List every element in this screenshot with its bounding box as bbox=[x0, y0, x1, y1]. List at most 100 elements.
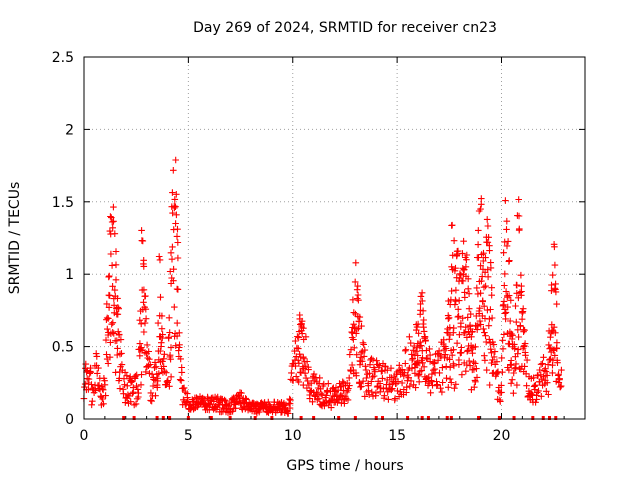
data-point bbox=[176, 341, 183, 349]
data-point bbox=[521, 326, 528, 334]
data-point bbox=[114, 345, 121, 352]
data-point bbox=[515, 333, 522, 341]
data-point bbox=[171, 204, 178, 212]
data-point bbox=[514, 346, 522, 353]
data-point bbox=[156, 256, 164, 264]
data-point bbox=[345, 385, 352, 392]
data-point bbox=[488, 314, 496, 322]
data-point bbox=[222, 397, 229, 405]
data-point bbox=[543, 372, 551, 379]
data-point bbox=[532, 399, 539, 406]
data-point bbox=[511, 345, 518, 352]
data-point bbox=[88, 401, 95, 409]
data-point bbox=[339, 378, 346, 386]
data-point bbox=[142, 292, 149, 300]
data-point bbox=[173, 233, 181, 240]
data-point bbox=[481, 329, 488, 336]
data-point bbox=[550, 323, 558, 331]
data-point bbox=[145, 348, 152, 355]
data-point bbox=[431, 358, 438, 366]
data-point bbox=[445, 314, 453, 322]
data-point bbox=[315, 395, 323, 402]
data-point bbox=[344, 396, 352, 404]
data-point bbox=[300, 381, 307, 389]
data-point bbox=[480, 302, 488, 310]
data-point bbox=[385, 381, 393, 388]
data-point bbox=[503, 226, 510, 233]
data-point bbox=[546, 345, 553, 352]
data-point bbox=[530, 374, 537, 382]
data-point bbox=[555, 379, 563, 386]
data-point bbox=[537, 361, 545, 368]
data-point bbox=[147, 361, 154, 368]
data-point bbox=[433, 382, 440, 389]
data-point bbox=[106, 292, 113, 299]
data-point bbox=[502, 309, 510, 316]
data-point bbox=[551, 352, 559, 359]
data-point bbox=[453, 339, 461, 347]
data-point bbox=[115, 331, 123, 338]
data-point bbox=[503, 242, 511, 250]
data-point bbox=[551, 243, 558, 251]
data-point bbox=[557, 382, 565, 390]
data-point bbox=[329, 392, 337, 400]
data-point bbox=[477, 262, 484, 269]
data-point bbox=[221, 396, 228, 404]
data-point bbox=[162, 369, 170, 376]
data-point bbox=[510, 389, 517, 397]
data-point bbox=[437, 384, 444, 392]
data-point bbox=[358, 383, 365, 390]
data-point bbox=[482, 332, 489, 339]
data-point bbox=[175, 347, 182, 354]
data-point bbox=[485, 234, 492, 241]
data-point bbox=[508, 361, 515, 369]
data-point bbox=[459, 314, 466, 322]
data-point bbox=[458, 344, 465, 351]
data-point bbox=[426, 351, 434, 359]
data-point bbox=[458, 371, 466, 378]
data-point bbox=[391, 395, 399, 402]
data-point bbox=[300, 353, 307, 361]
data-point bbox=[450, 324, 457, 332]
data-point bbox=[442, 345, 450, 352]
data-point bbox=[415, 372, 422, 380]
data-point bbox=[508, 330, 515, 338]
data-point bbox=[518, 282, 525, 290]
data-point bbox=[505, 366, 513, 374]
data-point bbox=[499, 345, 507, 353]
data-point bbox=[498, 382, 505, 389]
data-point bbox=[552, 329, 559, 337]
data-point bbox=[99, 395, 106, 403]
data-point bbox=[486, 336, 493, 343]
grid-lines bbox=[84, 57, 585, 419]
data-point bbox=[464, 347, 472, 354]
data-point bbox=[513, 381, 521, 389]
data-point bbox=[473, 284, 481, 292]
data-point bbox=[402, 360, 409, 367]
data-point bbox=[180, 384, 188, 392]
data-point bbox=[352, 330, 360, 337]
data-point bbox=[464, 285, 472, 293]
data-point bbox=[133, 382, 140, 390]
data-point bbox=[465, 290, 473, 297]
data-point bbox=[366, 370, 373, 377]
data-point bbox=[295, 360, 303, 367]
data-point bbox=[486, 381, 493, 389]
data-point bbox=[446, 331, 454, 339]
data-point bbox=[140, 257, 147, 264]
data-point bbox=[102, 336, 110, 344]
data-point bbox=[88, 381, 95, 388]
data-point bbox=[103, 351, 110, 358]
data-point bbox=[166, 329, 173, 336]
data-point bbox=[468, 333, 475, 341]
data-point bbox=[345, 374, 353, 382]
data-point bbox=[232, 405, 239, 412]
data-point bbox=[452, 264, 459, 272]
data-point bbox=[356, 313, 364, 321]
data-point bbox=[480, 283, 488, 291]
data-point bbox=[533, 396, 540, 403]
data-point bbox=[540, 373, 547, 380]
data-point bbox=[419, 297, 426, 305]
data-point bbox=[302, 333, 310, 341]
data-point bbox=[289, 377, 297, 384]
